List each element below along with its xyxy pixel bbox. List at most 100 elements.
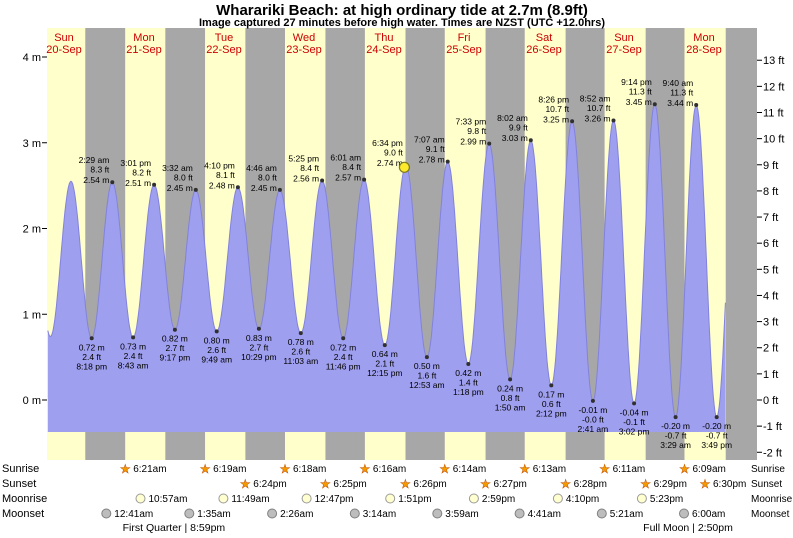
low-tide-dot — [590, 398, 595, 403]
tide-high-label: 3:01 pm8.2 ft2.51 m — [120, 158, 151, 188]
svg-text:0.8 ft: 0.8 ft — [501, 393, 521, 403]
svg-text:2.6 ft: 2.6 ft — [291, 347, 311, 357]
sunset-icon: ★ — [400, 477, 411, 491]
sunrise-time: 6:21am — [133, 464, 166, 475]
svg-text:26-Sep: 26-Sep — [526, 44, 561, 56]
svg-text:Thu: Thu — [375, 32, 394, 44]
tide-low-label: -0.20 m-0.7 ft3:29 am — [660, 421, 691, 450]
svg-text:3:01 pm: 3:01 pm — [120, 158, 151, 168]
svg-text:Sat: Sat — [536, 32, 553, 44]
svg-text:0.72 m: 0.72 m — [79, 342, 105, 352]
svg-text:2.78 m: 2.78 m — [419, 155, 445, 165]
right-axis-label: 9 ft — [763, 160, 778, 172]
svg-text:23-Sep: 23-Sep — [286, 44, 321, 56]
svg-text:9:14 pm: 9:14 pm — [621, 77, 652, 87]
svg-text:2.7 ft: 2.7 ft — [249, 342, 269, 352]
moonset-icon — [596, 508, 607, 519]
sunrise-time: 6:13am — [533, 464, 566, 475]
sunrise-time: 6:16am — [373, 464, 406, 475]
low-tide-dot — [632, 401, 637, 406]
svg-text:3.25 m: 3.25 m — [543, 114, 569, 124]
svg-text:2:41 am: 2:41 am — [578, 424, 609, 434]
svg-text:2:29 am: 2:29 am — [79, 155, 110, 165]
svg-text:20-Sep: 20-Sep — [46, 44, 81, 56]
moonrise-time: 10:57am — [149, 494, 188, 505]
moonrise-icon — [468, 493, 479, 504]
svg-text:25-Sep: 25-Sep — [446, 44, 481, 56]
svg-text:11:03 am: 11:03 am — [283, 356, 318, 366]
row-label-right-moonrise: Moonrise — [751, 494, 793, 505]
tide-high-label: 3:32 am8.0 ft2.45 m — [162, 163, 193, 193]
moonset-icon — [432, 508, 443, 519]
svg-text:8:52 am: 8:52 am — [580, 94, 611, 104]
right-axis-label: 11 ft — [763, 108, 784, 120]
svg-text:3:32 am: 3:32 am — [162, 163, 193, 173]
svg-text:3.26 m: 3.26 m — [585, 114, 611, 124]
sunset-icon: ★ — [700, 477, 711, 491]
tide-area — [47, 104, 726, 432]
svg-text:2.74 m: 2.74 m — [377, 158, 403, 168]
svg-text:0.72 m: 0.72 m — [330, 342, 356, 352]
svg-text:9.8 ft: 9.8 ft — [467, 126, 487, 136]
tide-high-label: 6:34 pm9.0 ft2.74 m — [372, 138, 403, 168]
tide-high-label: 7:07 am9.1 ft2.78 m — [414, 135, 445, 165]
svg-text:-0.20 m: -0.20 m — [661, 421, 690, 431]
svg-text:0.83 m: 0.83 m — [246, 333, 272, 343]
high-tide-dot — [152, 182, 157, 187]
svg-text:Tue: Tue — [215, 32, 234, 44]
moonrise-time: 5:23pm — [650, 494, 683, 505]
moonrise-icon — [218, 493, 229, 504]
tide-curve — [47, 103, 726, 432]
svg-text:12:15 pm: 12:15 pm — [367, 368, 402, 378]
left-axis-label: 1 m — [23, 309, 41, 321]
svg-text:0.82 m: 0.82 m — [162, 334, 188, 344]
svg-text:-0.7 ft: -0.7 ft — [706, 431, 728, 441]
svg-text:6:34 pm: 6:34 pm — [372, 138, 403, 148]
svg-text:8.2 ft: 8.2 ft — [132, 167, 152, 177]
tide-high-label: 5:25 pm8.4 ft2.56 m — [288, 154, 319, 184]
low-tide-dot — [341, 336, 346, 341]
svg-text:-0.04 m: -0.04 m — [620, 407, 649, 417]
right-axis-label: 10 ft — [763, 134, 784, 146]
tide-low-label: 0.17 m0.6 ft2:12 pm — [536, 389, 567, 418]
svg-text:2.1 ft: 2.1 ft — [375, 359, 395, 369]
svg-text:8:26 pm: 8:26 pm — [538, 94, 569, 104]
moonset-icon — [101, 508, 112, 519]
moonset-time: 5:21am — [610, 509, 643, 520]
svg-text:-0.20 m: -0.20 m — [702, 421, 731, 431]
svg-text:2.48 m: 2.48 m — [209, 180, 235, 190]
moonset-icon — [349, 508, 360, 519]
sunset-icon: ★ — [640, 477, 651, 491]
sunrise-time: 6:18am — [293, 464, 326, 475]
svg-text:2.7 ft: 2.7 ft — [165, 343, 185, 353]
right-axis-label: 12 ft — [763, 81, 784, 93]
svg-text:Sun: Sun — [614, 32, 634, 44]
svg-text:0.17 m: 0.17 m — [538, 389, 564, 399]
sunset-icon: ★ — [480, 477, 491, 491]
moonset-time: 3:59am — [445, 509, 478, 520]
svg-text:1.4 ft: 1.4 ft — [459, 378, 479, 388]
tide-low-label: 0.82 m2.7 ft9:17 pm — [160, 334, 191, 363]
row-label-right-sunrise: Sunrise — [751, 464, 785, 475]
tide-low-label: 0.73 m2.4 ft8:43 am — [118, 341, 149, 370]
low-tide-dot — [298, 331, 303, 336]
moonrise-icon — [135, 493, 146, 504]
low-tide-dot — [714, 415, 719, 420]
page-title: Wharariki Beach: at high ordinary tide a… — [216, 2, 588, 19]
svg-text:10.7 ft: 10.7 ft — [545, 104, 569, 114]
moonset-icon — [679, 508, 689, 519]
right-axis-label: 6 ft — [763, 238, 778, 250]
right-axis-label: 8 ft — [763, 186, 778, 198]
svg-text:2.57 m: 2.57 m — [335, 173, 361, 183]
moonset-icon — [267, 508, 278, 519]
svg-text:11.3 ft: 11.3 ft — [629, 87, 653, 97]
left-axis-label: 3 m — [23, 138, 41, 150]
